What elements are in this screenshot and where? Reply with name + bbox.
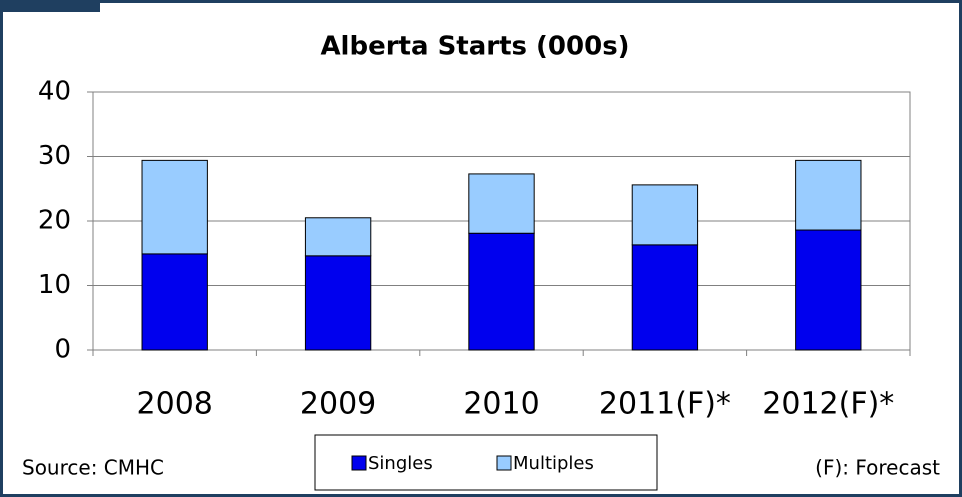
- x-tick-label: 2011(F)*: [599, 387, 731, 422]
- x-tick-label: 2010: [463, 387, 539, 422]
- y-tick-label: 0: [54, 335, 71, 365]
- legend-box: [314, 434, 658, 491]
- legend-label: Multiples: [513, 453, 594, 474]
- chart-title: Alberta Starts (000s): [320, 32, 629, 62]
- x-tick-label: 2012(F)*: [762, 387, 894, 422]
- bar-segment: [795, 229, 862, 351]
- y-tick-label: 30: [38, 141, 71, 171]
- source-note: Source: CMHC: [22, 456, 164, 480]
- bar-segment: [631, 184, 699, 246]
- tab: [0, 0, 100, 12]
- bar-segment: [141, 253, 208, 351]
- bar-segment: [304, 217, 372, 257]
- bar-segment: [468, 232, 535, 351]
- y-tick-label: 10: [38, 270, 71, 300]
- bar-segment: [795, 159, 862, 231]
- legend-swatch: [496, 455, 512, 471]
- legend-swatch: [351, 455, 367, 471]
- y-tick-label: 40: [38, 77, 71, 107]
- forecast-note: (F): Forecast: [815, 456, 940, 480]
- bar-segment: [141, 159, 208, 255]
- x-tick-label: 2008: [137, 387, 213, 422]
- y-tick-label: 20: [38, 206, 71, 236]
- legend-label: Singles: [368, 453, 433, 474]
- bar-segment: [468, 173, 535, 234]
- bar-segment: [304, 255, 372, 351]
- bar-segment: [631, 244, 699, 351]
- x-tick-label: 2009: [300, 387, 376, 422]
